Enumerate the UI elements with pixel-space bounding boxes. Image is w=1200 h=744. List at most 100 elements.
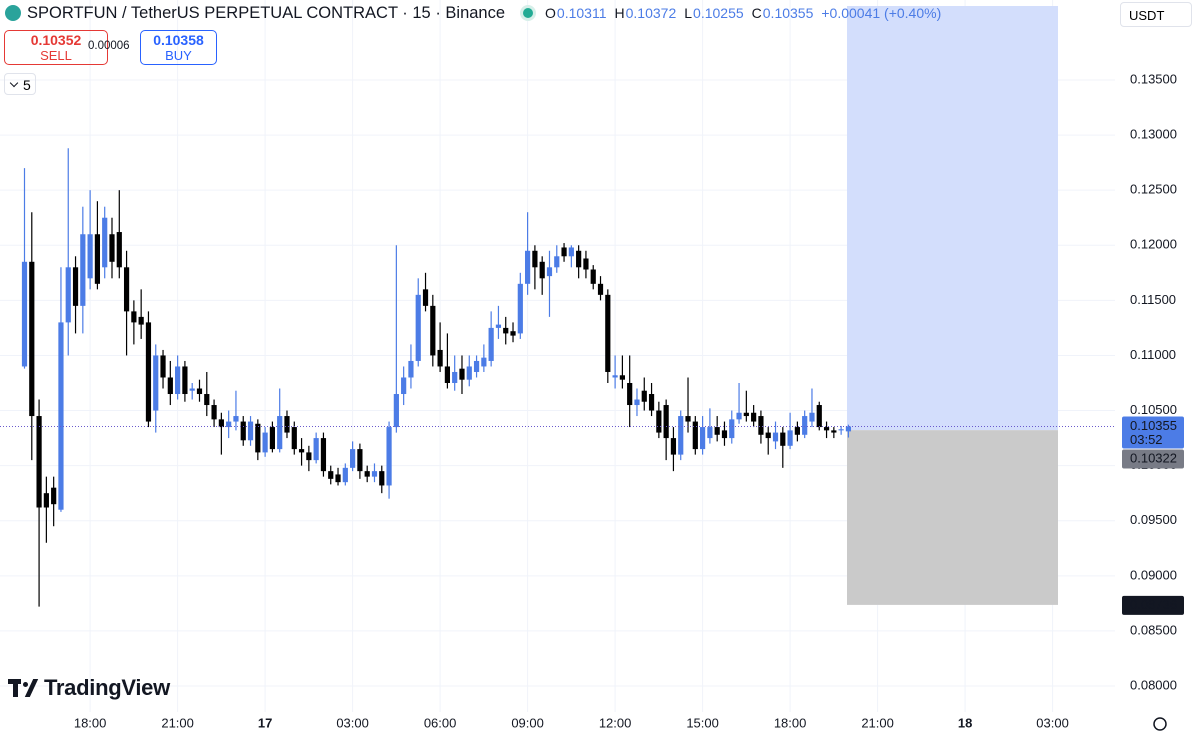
candle-body [131,311,137,323]
candle-body [364,471,370,477]
y-tick-label: 0.08000 [1130,677,1177,692]
x-tick-label: 15:00 [686,715,719,730]
candle-body [597,283,604,295]
candle-body [247,421,254,441]
buy-price: 0.10358 [153,32,204,48]
candle-body [743,412,749,417]
candle-body [590,269,596,284]
candle-body [612,375,618,378]
ohlc-key: H [614,5,625,21]
candle-body [772,432,779,442]
logo-mark [8,679,40,697]
candle-body [123,267,130,312]
candle-body [539,261,545,279]
candle-body [845,426,852,432]
buy-label: BUY [165,48,192,63]
candle-body [692,421,698,450]
candle-body [204,394,210,406]
candle-body [255,423,261,453]
candle-body [481,357,487,367]
candle-body [488,327,494,361]
stop-label-bg [1122,595,1184,615]
candle-body [503,327,509,334]
price-label: 0.10355 [1130,418,1177,433]
candle-body [794,427,800,435]
x-tick-label: 18 [958,715,972,730]
candle-body [532,250,538,268]
candle-body [102,217,108,268]
candle-body [685,416,691,422]
stop-label: 0.08736 [1130,597,1177,612]
candle-body [627,382,633,406]
stop-zone [847,430,1058,605]
y-tick-label: 0.11000 [1130,347,1176,362]
target-zone [847,6,1058,431]
x-tick-label: 17 [258,715,272,730]
candle-body [605,294,611,372]
sell-button[interactable]: 0.10352 SELL [4,30,108,65]
candle-body [371,471,378,477]
candle-body [277,416,283,450]
candle-body [313,438,319,461]
logo[interactable]: TradingView [8,675,170,701]
candle-body [751,412,757,422]
candle-body [386,427,392,486]
candle-body [473,360,480,372]
candle-body [145,322,152,422]
countdown: 03:52 [1130,432,1163,447]
candle-body [831,430,837,433]
candle-body [670,438,677,455]
ohlc-key: O [545,5,556,21]
candle-body [619,375,625,380]
candle-body [699,427,706,450]
candle-body [459,368,465,380]
candle-body [568,247,574,257]
candle-body [51,487,57,505]
candle-body [58,322,64,510]
x-tick-label: 18:00 [774,715,807,730]
y-tick-label: 0.08500 [1130,622,1177,637]
y-tick-label: 0.09500 [1130,512,1177,527]
candle-body [583,258,589,270]
symbol[interactable]: SPORTFUN / TetherUS PERPETUAL CONTRACT ·… [27,3,506,22]
candle-body [641,390,647,402]
sell-price: 0.10352 [30,32,82,48]
candle-body [525,250,531,284]
candle-body [160,355,166,378]
y-tick-label: 0.10500 [1130,402,1177,417]
candle-body [408,360,414,378]
currency-select[interactable]: USDT [1120,2,1192,27]
candle-body [291,427,297,450]
indicators-toggle[interactable]: 5 [4,73,36,95]
candle-body [306,452,312,461]
candle-body [109,234,115,262]
y-tick-label: 0.13500 [1130,71,1177,86]
candle-body [182,366,188,395]
candle-body [320,438,327,472]
y-tick-label: 0.12500 [1130,182,1177,197]
candle-body [765,432,771,439]
buy-button[interactable]: 0.10358 BUY [140,30,217,65]
candle-body [393,394,399,428]
candle-body [816,405,822,428]
candle-body [65,267,71,323]
candle-body [430,305,436,356]
candle-body [116,232,122,268]
candle-body [240,421,246,441]
candle-body [167,377,173,395]
candle-body [269,427,276,450]
candle-body [452,371,458,383]
settings-icon[interactable] [1153,717,1167,731]
symbol-icon [5,5,21,21]
y-tick-label: 0.13000 [1130,127,1177,142]
candle-body [780,432,786,446]
change: +0.00041 (+0.40%) [821,5,942,21]
candle-body [444,366,450,383]
entry-label: 0.10322 [1130,450,1177,465]
candle-body [561,247,567,257]
ohlc-value: 0.10372 [625,5,677,21]
candle-body [72,267,79,306]
candle-body [415,294,421,361]
candle-body [94,234,101,284]
candle-body [401,377,407,395]
